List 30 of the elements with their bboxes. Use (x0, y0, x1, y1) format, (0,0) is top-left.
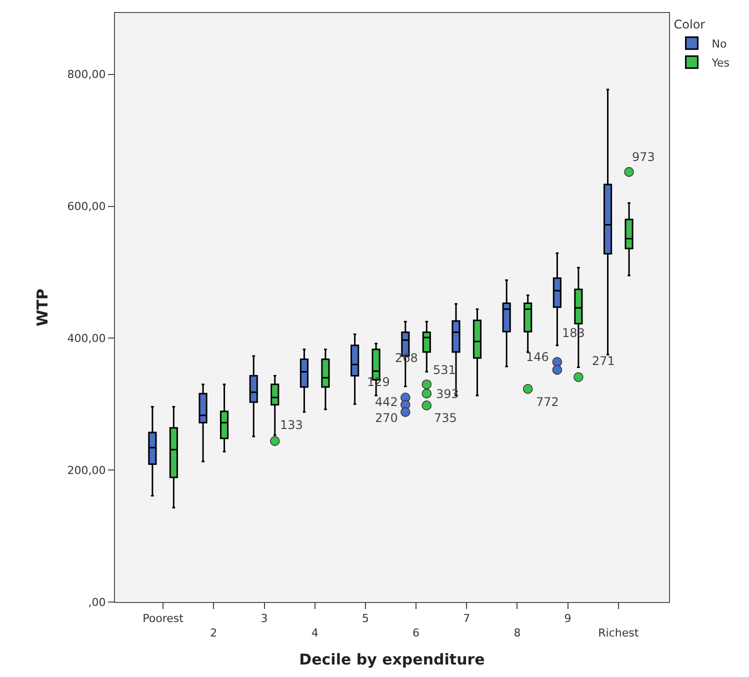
x-tick-label: 5 (362, 612, 369, 626)
y-tick-label: 600,00 (67, 200, 106, 214)
legend-title: Color (674, 18, 706, 32)
x-tick-label: 9 (564, 612, 572, 626)
annotation: 772 (536, 395, 559, 409)
legend-label: Yes (710, 56, 730, 70)
x-tick-label: 3 (260, 612, 268, 626)
annotation: 133 (280, 418, 303, 432)
annotation: 973 (632, 150, 655, 164)
legend-label: No (712, 37, 727, 50)
y-axis-title: WTP (34, 288, 52, 326)
annotation: 146 (526, 350, 549, 364)
annotation: 270 (375, 411, 398, 425)
annotation: 735 (434, 411, 457, 425)
annotation: 393 (436, 387, 459, 401)
x-tick-label: 4 (311, 626, 318, 640)
x-tick-label: 2 (210, 626, 218, 640)
x-tick-label: 8 (514, 626, 521, 640)
annotation: 531 (433, 363, 456, 377)
annotation: 442 (375, 395, 398, 409)
y-tick-label: ,00 (88, 596, 106, 609)
annotation: 271 (592, 354, 615, 368)
y-tick-label: 800,00 (67, 68, 106, 82)
y-tick-label: 400,00 (67, 332, 106, 346)
y-tick-label: 200,00 (67, 464, 106, 477)
x-tick-label: Poorest (142, 612, 184, 626)
x-tick-label: 7 (463, 612, 470, 626)
x-axis-title: Decile by expenditure (299, 650, 485, 668)
x-tick-label: Richest (598, 626, 640, 640)
x-tick-label: 6 (412, 626, 420, 640)
